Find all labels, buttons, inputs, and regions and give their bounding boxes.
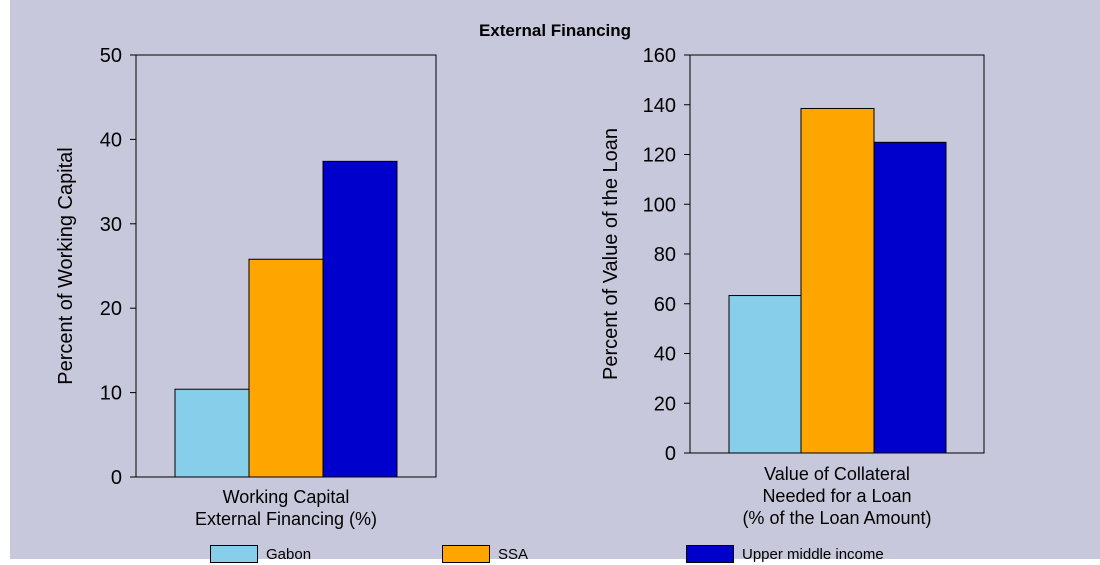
y-tick-label: 0 (111, 467, 122, 489)
y-tick-label: 120 (643, 145, 676, 167)
y-tick-label: 160 (643, 45, 676, 67)
bar-upper-middle-income (873, 141, 947, 454)
chart-legend: Gabon SSA Upper middle income (0, 545, 1100, 565)
bar-ssa (248, 258, 324, 478)
y-tick-label: 140 (643, 95, 676, 117)
y-tick-label: 40 (100, 129, 122, 151)
bar-ssa (800, 107, 875, 454)
legend-swatch-gabon (210, 545, 258, 563)
y-axis-label: Percent of Working Capital (55, 147, 77, 385)
x-axis-label: (% of the Loan Amount) (742, 508, 931, 528)
x-axis-label: Value of Collateral (764, 464, 910, 484)
bar-upper-middle-income (322, 160, 398, 478)
legend-label-ssa: SSA (498, 545, 529, 563)
x-axis-label: Working Capital (223, 487, 350, 507)
legend-swatch-upper-middle-income (686, 545, 734, 563)
legend-swatch-ssa (442, 545, 490, 563)
legend-item-ssa: SSA (442, 545, 528, 563)
y-tick-label: 10 (100, 383, 122, 405)
y-tick-label: 0 (665, 443, 676, 465)
bar-gabon (728, 295, 802, 454)
y-tick-label: 50 (100, 45, 122, 67)
legend-label-gabon: Gabon (266, 545, 312, 563)
y-tick-label: 20 (100, 298, 122, 320)
x-axis-label: Needed for a Loan (762, 486, 911, 506)
y-axis-label: Percent of Value of the Loan (600, 128, 622, 380)
legend-label-upper-middle-income: Upper middle income (742, 545, 884, 563)
y-tick-label: 60 (654, 294, 676, 316)
y-tick-label: 40 (654, 344, 676, 366)
x-axis-label: External Financing (%) (195, 509, 377, 529)
chart-title: External Financing (479, 21, 631, 40)
legend-item-upper-middle-income: Upper middle income (686, 545, 884, 563)
y-tick-label: 20 (654, 393, 676, 415)
bar-gabon (174, 388, 250, 478)
legend-item-gabon: Gabon (210, 545, 311, 563)
y-tick-label: 100 (643, 194, 676, 216)
y-tick-label: 80 (654, 244, 676, 266)
y-tick-label: 30 (100, 214, 122, 236)
